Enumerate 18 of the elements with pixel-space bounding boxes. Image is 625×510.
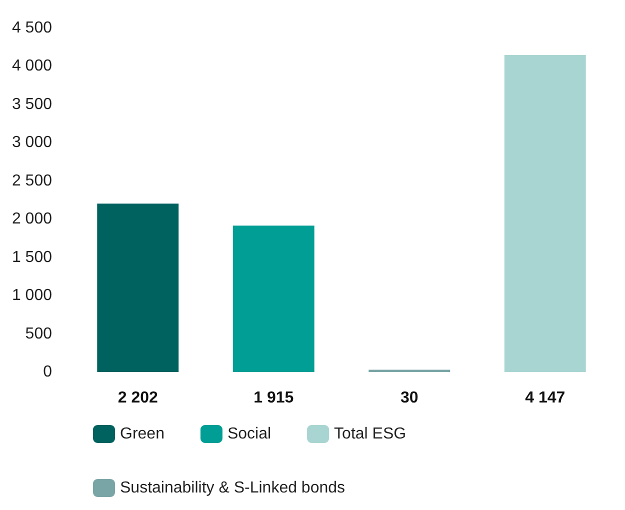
y-tick-label: 4 500 bbox=[12, 20, 52, 36]
legend-label: Sustainability & S-Linked bonds bbox=[120, 480, 346, 496]
y-tick-label: 1 000 bbox=[12, 287, 52, 304]
y-tick-label: 500 bbox=[25, 325, 52, 342]
legend-label: Total ESG bbox=[334, 426, 406, 442]
data-label: 30 bbox=[400, 390, 418, 406]
y-tick-label: 2 500 bbox=[12, 172, 52, 190]
y-tick-label: 3 500 bbox=[12, 96, 52, 113]
y-tick-label: 0 bbox=[43, 364, 52, 380]
legend-label: Green bbox=[120, 426, 164, 442]
y-tick-label: 2 000 bbox=[12, 210, 52, 228]
y-tick-label: 3 000 bbox=[12, 134, 52, 152]
data-label: 4 147 bbox=[525, 390, 566, 406]
y-tick-label: 1 500 bbox=[12, 248, 52, 266]
data-label: 1 915 bbox=[254, 390, 294, 406]
legend-label: Social bbox=[227, 426, 272, 442]
data-label: 2 202 bbox=[118, 390, 158, 406]
y-tick-label: 4 000 bbox=[12, 58, 52, 75]
